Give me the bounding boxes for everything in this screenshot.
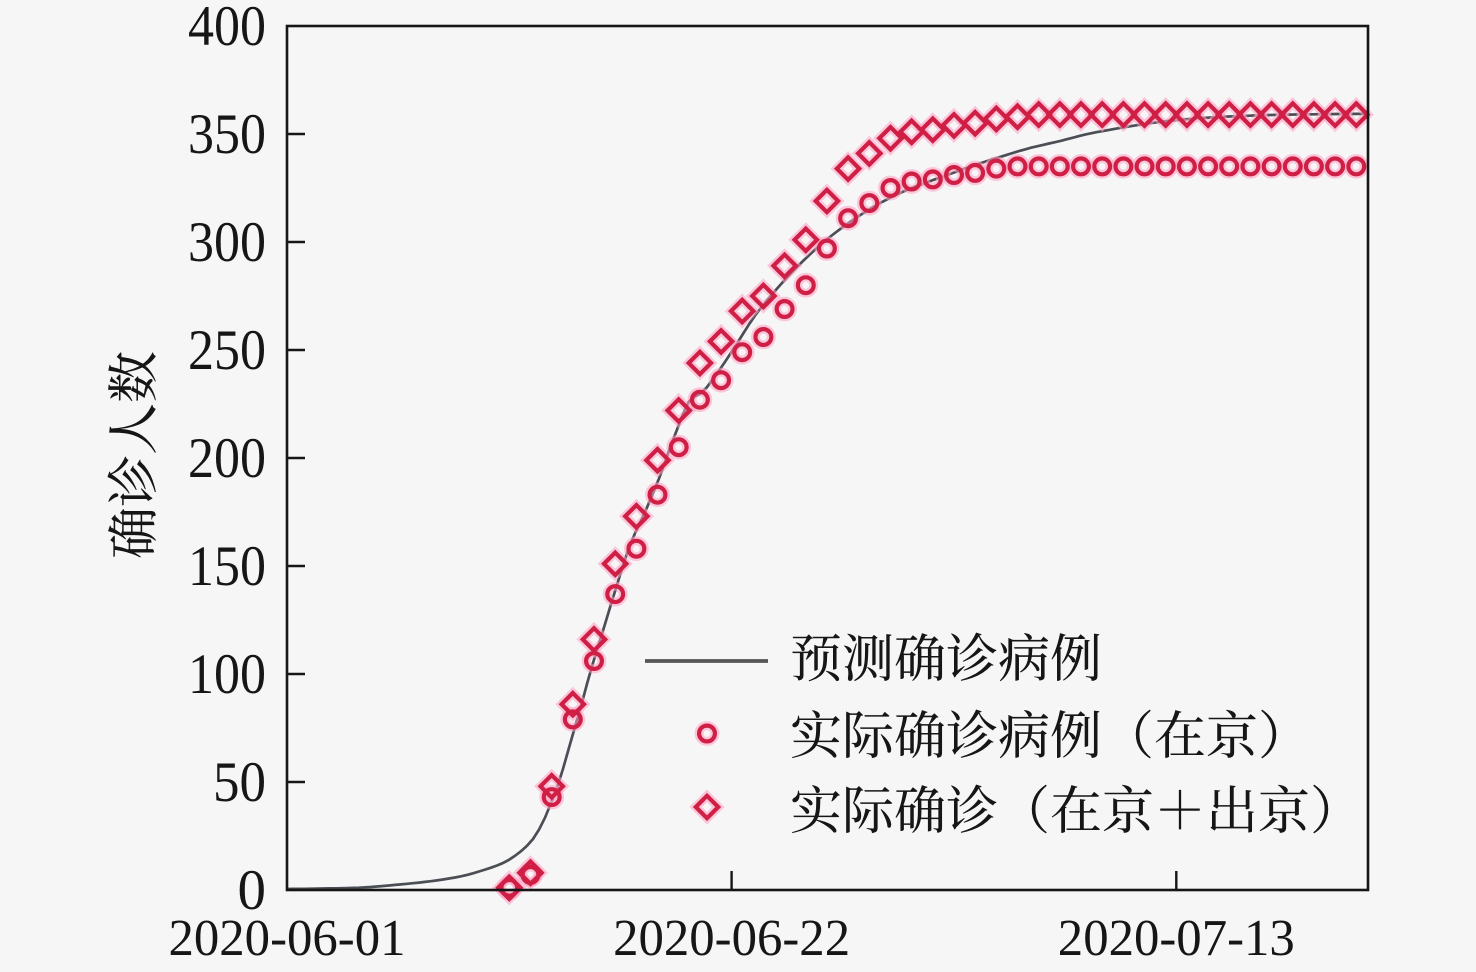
svg-text:50: 50 bbox=[213, 751, 266, 814]
svg-text:150: 150 bbox=[188, 535, 266, 598]
svg-text:200: 200 bbox=[188, 427, 266, 490]
svg-text:100: 100 bbox=[188, 643, 266, 706]
svg-text:400: 400 bbox=[188, 0, 266, 58]
svg-text:300: 300 bbox=[188, 211, 266, 274]
svg-text:2020-06-22: 2020-06-22 bbox=[613, 910, 850, 967]
svg-text:2020-06-01: 2020-06-01 bbox=[169, 910, 406, 967]
svg-text:250: 250 bbox=[188, 319, 266, 382]
svg-text:350: 350 bbox=[188, 103, 266, 166]
svg-text:2020-07-13: 2020-07-13 bbox=[1058, 910, 1295, 967]
svg-text:0: 0 bbox=[238, 859, 267, 922]
